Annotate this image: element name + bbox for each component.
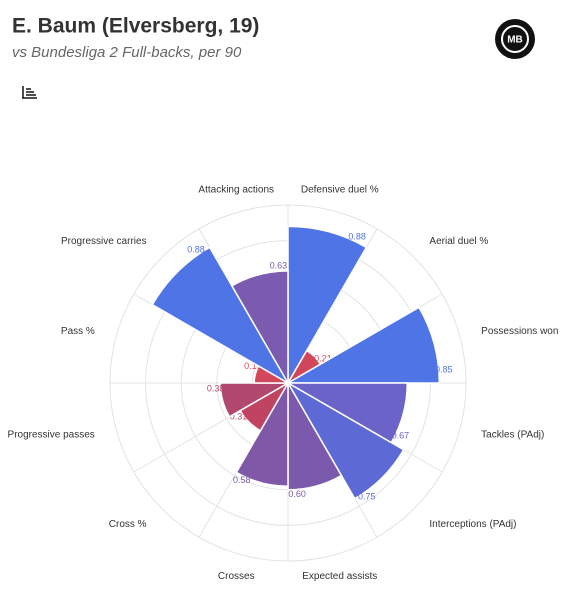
category-label: Possessions won — [481, 326, 558, 337]
logo: MB — [495, 19, 535, 59]
value-label: 0.85 — [435, 365, 453, 375]
category-label: Interceptions (PAdj) — [429, 519, 516, 530]
value-label: 0.88 — [187, 244, 205, 254]
chart-title: E. Baum (Elversberg, 19) — [12, 15, 259, 38]
logo-text: MB — [507, 35, 523, 46]
category-label: Progressive passes — [8, 429, 95, 440]
bar — [219, 382, 291, 418]
category-label: Attacking actions — [198, 184, 274, 195]
category-label: Tackles (PAdj) — [481, 429, 544, 440]
value-label: 0.67 — [392, 431, 410, 441]
category-label: Expected assists — [302, 571, 377, 582]
value-label: 0.38 — [207, 383, 225, 393]
value-label: 0.60 — [288, 489, 306, 499]
bar — [230, 270, 289, 386]
value-label: 0.75 — [358, 491, 376, 501]
category-label: Progressive carries — [61, 236, 147, 247]
value-label: 0.31 — [230, 412, 248, 422]
value-label: 0.58 — [233, 475, 251, 485]
value-label: 0.63 — [270, 261, 288, 271]
category-label: Aerial duel % — [429, 236, 488, 247]
bar — [287, 380, 343, 491]
toolbar-icon[interactable] — [22, 86, 37, 99]
bar — [235, 380, 289, 487]
category-label: Crosses — [218, 571, 255, 582]
bar — [285, 380, 405, 500]
category-label: Defensive duel % — [301, 184, 379, 195]
category-label: Pass % — [61, 326, 95, 337]
bar — [285, 306, 441, 384]
value-label: 0.19 — [244, 361, 262, 371]
bar — [287, 225, 368, 386]
chart-subtitle: vs Bundesliga 2 Full-backs, per 90 — [12, 44, 242, 61]
value-label: 0.88 — [348, 231, 366, 241]
category-label: Cross % — [109, 519, 147, 530]
value-label: 0.21 — [314, 353, 332, 363]
bar — [151, 246, 291, 386]
